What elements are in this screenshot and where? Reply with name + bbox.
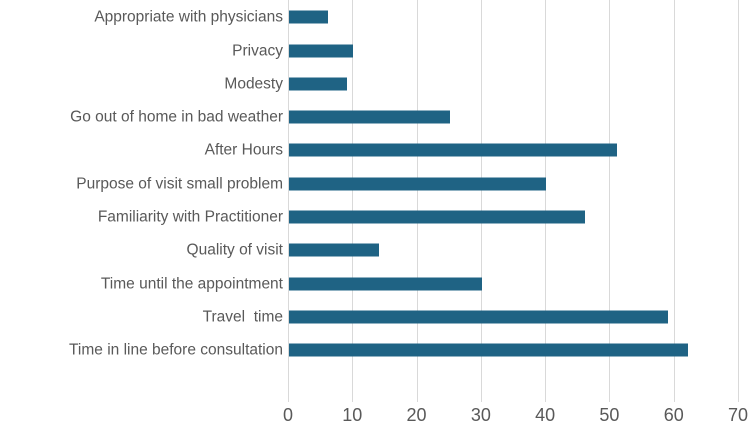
gridline <box>609 0 611 402</box>
plot-area <box>288 0 739 402</box>
x-tick-label: 20 <box>406 405 427 425</box>
category-label: After Hours <box>204 141 283 159</box>
gridline <box>416 0 418 402</box>
category-label: Appropriate with physicians <box>94 8 283 26</box>
gridline <box>480 0 482 402</box>
category-label: Quality of visit <box>186 241 283 259</box>
x-tick-label: 70 <box>727 405 748 425</box>
bar <box>289 243 379 257</box>
gridline <box>288 0 289 402</box>
bar <box>289 143 617 157</box>
bar <box>289 310 669 324</box>
x-tick-label: 0 <box>282 405 294 425</box>
category-label: Travel time <box>202 308 283 326</box>
category-label: Privacy <box>232 41 283 59</box>
x-tick-label: 40 <box>535 405 556 425</box>
gridline <box>545 0 547 402</box>
category-label: Modesty <box>224 75 283 93</box>
bar <box>289 77 347 91</box>
x-tick-label: 10 <box>342 405 363 425</box>
x-tick-label: 60 <box>663 405 684 425</box>
x-tick-label: 50 <box>599 405 620 425</box>
category-label: Go out of home in bad weather <box>70 108 283 126</box>
category-label: Purpose of visit small problem <box>76 175 283 193</box>
bar <box>289 177 547 191</box>
bar <box>289 343 688 357</box>
category-axis: Appropriate with physicians Privacy Modest… <box>0 0 283 402</box>
category-label: Familiarity with Practitioner <box>97 208 283 226</box>
category-label: Time in line before consultation <box>69 341 283 359</box>
x-axis: 0 10 20 30 40 50 60 70 <box>0 404 748 431</box>
category-label: Time until the appointment <box>100 275 283 292</box>
gridline <box>352 0 354 402</box>
gridline <box>738 0 739 402</box>
bar <box>289 210 585 224</box>
gridline <box>673 0 675 402</box>
x-tick-label: 30 <box>470 405 491 425</box>
bar <box>289 277 482 291</box>
bar <box>289 110 450 124</box>
bar <box>289 10 328 24</box>
bar <box>289 44 354 58</box>
